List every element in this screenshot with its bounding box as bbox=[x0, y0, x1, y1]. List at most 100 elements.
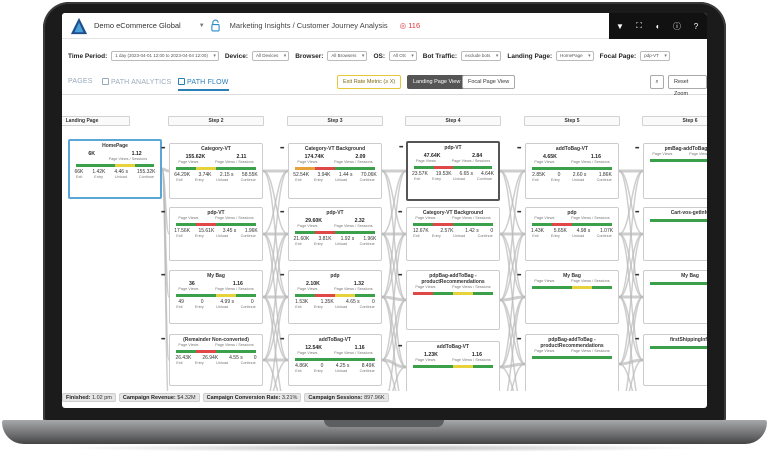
lock-icon[interactable] bbox=[211, 19, 220, 32]
flow-node[interactable]: ••• My Bag Page Views Page Views / Sessions bbox=[517, 270, 619, 324]
node-menu-icon[interactable]: ••• bbox=[280, 337, 284, 343]
node-menu-icon[interactable]: ••• bbox=[161, 146, 165, 152]
alert-indicator[interactable]: ◎ 116 bbox=[400, 21, 421, 30]
node-metric-value: 1.96K bbox=[244, 228, 258, 234]
tab-pages[interactable]: PAGES bbox=[68, 78, 93, 85]
flow-node[interactable]: ••• pdp 2.10K 1.32 Page Views Page Views / Se… bbox=[280, 270, 382, 324]
node-menu-icon[interactable]: ••• bbox=[635, 337, 639, 343]
bot-traffic-select[interactable]: exclude bots bbox=[461, 51, 502, 61]
metric-bar-segment bbox=[295, 358, 315, 361]
flow-node[interactable]: ••• (Remainder Non-converted) Page Views Pa… bbox=[161, 334, 263, 386]
node-stat-label: Page Views / Sessions bbox=[571, 216, 610, 220]
flow-node[interactable]: ••• addToBag-VT 12.54K 1.16 Page Views Page V… bbox=[280, 334, 382, 386]
node-stat-value: 12.54K bbox=[305, 345, 323, 351]
info-icon[interactable]: ⓘ bbox=[673, 21, 681, 31]
browser-select[interactable]: All Browsers bbox=[327, 51, 368, 61]
org-selector[interactable]: Demo eCommerce Global bbox=[94, 21, 181, 30]
node-metric-value: 64.29K bbox=[174, 172, 191, 178]
node-menu-icon[interactable]: ••• bbox=[517, 146, 521, 152]
node-menu-icon[interactable]: ••• bbox=[280, 273, 284, 279]
node-stat-value: 1.16 bbox=[471, 352, 482, 358]
flow-node[interactable]: ••• pdp Page Views Page Views / Sessions 1.4… bbox=[517, 207, 619, 261]
node-metric-value: 0 bbox=[557, 172, 561, 178]
node-metric-values: 23.57K 19.53K 6.65 s 4.64K bbox=[408, 171, 498, 177]
os-select[interactable]: All OS bbox=[389, 51, 417, 61]
node-name: My Bag bbox=[207, 273, 225, 279]
flow-node[interactable]: ••• addToBag-VT 1.23K 1.16 Page Views Page Vi… bbox=[398, 341, 500, 391]
node-menu-icon[interactable]: ••• bbox=[635, 210, 639, 216]
node-metric-labels: Exit Entry Unload Continue bbox=[170, 178, 262, 182]
focal-page-select[interactable]: pdp-VT bbox=[640, 51, 670, 61]
flow-node[interactable]: ••• Category-VT Background Page Views Page … bbox=[398, 207, 500, 261]
landing-page-select[interactable]: HomePage bbox=[556, 51, 594, 61]
reset-zoom-button[interactable]: Reset Zoom bbox=[668, 75, 707, 97]
search-button[interactable]: ⌕ bbox=[650, 75, 664, 89]
tab-path-analytics[interactable]: PATH ANALYTICS bbox=[102, 78, 171, 86]
time-period-select[interactable]: 1 day (2023-04-01 12:00 to 2023-04-04 12… bbox=[111, 51, 219, 61]
flow-node[interactable]: ••• firstShippingInfo bbox=[635, 334, 707, 386]
node-menu-icon[interactable]: ••• bbox=[399, 145, 403, 151]
node-menu-icon[interactable]: ••• bbox=[517, 273, 521, 279]
flow-link bbox=[391, 366, 407, 391]
help-icon[interactable]: ? bbox=[693, 21, 699, 31]
filter-icon[interactable]: ▼ bbox=[616, 21, 624, 31]
flow-node[interactable]: ••• My Bag bbox=[635, 270, 707, 324]
flow-node[interactable]: ••• pdp-VT Page Views Page Views / Sessions… bbox=[161, 207, 263, 261]
flow-node[interactable]: HomePage 6K 1.12 Page Views / Sessions 66K 1.… bbox=[68, 139, 162, 199]
node-menu-icon[interactable]: ••• bbox=[161, 337, 165, 343]
landing-page-view-button[interactable]: Landing Page View bbox=[407, 75, 467, 89]
node-stat-value: 47.64K bbox=[423, 153, 441, 159]
flow-link bbox=[628, 359, 644, 391]
node-menu-icon[interactable]: ••• bbox=[635, 146, 639, 152]
bot-traffic-label: Bot Traffic: bbox=[422, 52, 458, 60]
app-logo-icon[interactable] bbox=[70, 17, 88, 35]
node-menu-icon[interactable]: ••• bbox=[517, 337, 521, 343]
theme-icon[interactable]: ◐ bbox=[655, 21, 661, 31]
node-menu-icon[interactable]: ••• bbox=[398, 344, 402, 350]
node-menu-icon[interactable]: ••• bbox=[280, 210, 284, 216]
flow-link bbox=[625, 296, 644, 391]
node-menu-icon[interactable]: ••• bbox=[161, 273, 165, 279]
exit-rate-button[interactable]: Exit Rate Metric (≥ X) bbox=[337, 75, 402, 89]
flow-node[interactable]: ••• pdpBag-addToBag - productRecommendati… bbox=[398, 270, 500, 330]
node-menu-icon[interactable]: ••• bbox=[398, 210, 402, 216]
flow-node[interactable]: ••• My Bag 36 1.16 Page Views Page Views / Se… bbox=[161, 270, 263, 324]
path-flow-canvas[interactable]: Landing Page Step 2 Step 3 Step 4 Step 5 Step… bbox=[62, 113, 707, 391]
node-menu-icon[interactable]: ••• bbox=[398, 273, 402, 279]
flow-node[interactable]: ••• addToBag-VT 4.65K 1.16 Page Views Page Vi… bbox=[517, 143, 619, 199]
alert-icon: ◎ bbox=[399, 21, 407, 30]
node-metric-value: 17.56K bbox=[174, 228, 191, 234]
chevron-down-icon[interactable]: ▼ bbox=[198, 22, 205, 29]
flow-node[interactable]: ••• Category-VT Background 174.74K 2.09 Page… bbox=[280, 143, 382, 199]
tab-path-flow[interactable]: PATH FLOW bbox=[178, 78, 229, 91]
node-stat-value: 174.74K bbox=[304, 154, 325, 160]
node-metric-value: 66K bbox=[74, 169, 84, 175]
node-menu-icon[interactable]: ••• bbox=[280, 146, 284, 152]
node-metric-label: Exit bbox=[532, 234, 539, 238]
node-stat-label: Page Views bbox=[534, 216, 555, 220]
flow-node[interactable]: ••• Category-VT 155.62K 2.11 Page Views Page … bbox=[161, 143, 263, 199]
node-menu-icon[interactable]: ••• bbox=[517, 210, 521, 216]
flow-node[interactable]: ••• Cart-vos-getInfo bbox=[635, 207, 707, 261]
metric-bar-segment bbox=[216, 167, 236, 170]
device-select[interactable]: All Devices bbox=[251, 51, 290, 61]
expand-icon[interactable]: ⛶ bbox=[636, 21, 642, 30]
revenue-chip: Campaign Revenue: $4.32M bbox=[118, 392, 200, 402]
focal-page-view-button[interactable]: Focal Page View bbox=[462, 75, 516, 89]
node-menu-icon[interactable]: ••• bbox=[635, 273, 639, 279]
node-metric-label: Continue bbox=[240, 234, 256, 238]
node-metric-value: 70.06K bbox=[360, 172, 377, 178]
flow-node[interactable]: ••• pdp-VT 47.64K 2.84 Page Views Page Views … bbox=[399, 141, 500, 201]
metric-bar-segment bbox=[236, 350, 256, 353]
node-metric-label: Continue bbox=[359, 369, 375, 373]
metric-bar-segment bbox=[413, 223, 433, 226]
node-metric-bar bbox=[650, 219, 707, 222]
node-metric-value: 8.49K bbox=[361, 363, 375, 369]
flow-node[interactable]: ••• pdp-VT 29.60K 2.32 Page Views Page Views … bbox=[280, 207, 382, 261]
flow-node[interactable]: ••• pdpBag-addToBag - productRecommendati… bbox=[517, 334, 619, 391]
node-menu-icon[interactable]: ••• bbox=[161, 210, 165, 216]
node-stat-labels: Page Views Page Views / Sessions bbox=[407, 285, 499, 289]
node-metric-label: Continue bbox=[596, 178, 612, 182]
node-metric-label: Entry bbox=[313, 178, 323, 182]
